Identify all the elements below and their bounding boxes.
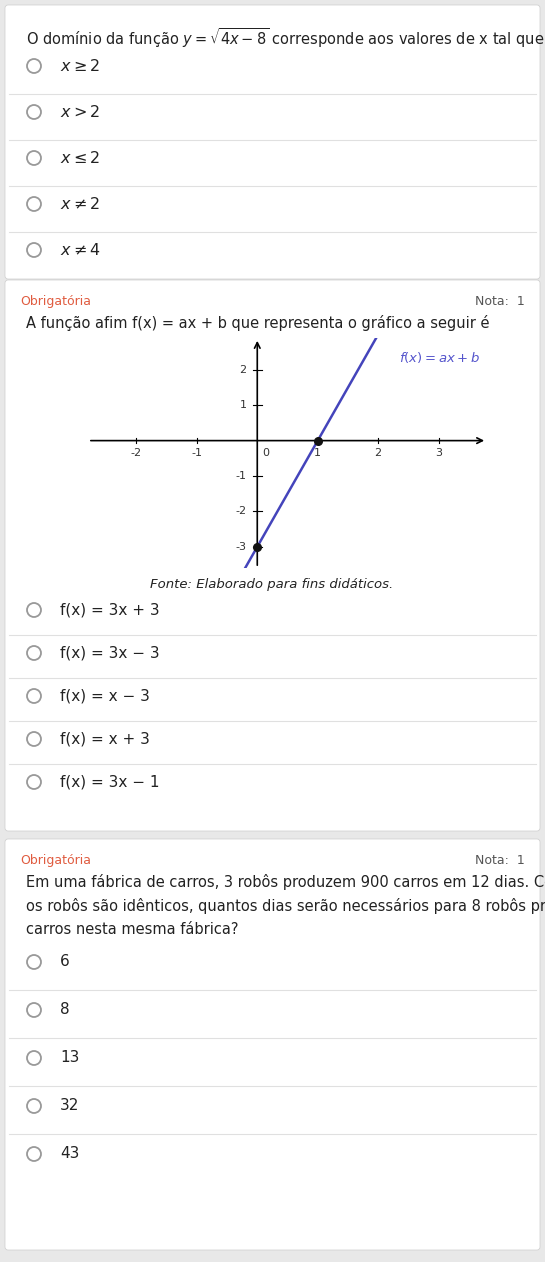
Text: f(x) = x − 3: f(x) = x − 3: [60, 689, 150, 703]
Text: 6: 6: [60, 954, 70, 969]
Text: f(x) = 3x + 3: f(x) = 3x + 3: [60, 602, 160, 617]
Text: Obrigatória: Obrigatória: [20, 854, 91, 867]
Text: 8: 8: [60, 1002, 70, 1017]
Text: $x \neq 2$: $x \neq 2$: [60, 196, 100, 212]
Text: 1: 1: [314, 448, 321, 458]
Text: 43: 43: [60, 1146, 80, 1161]
Text: f(x) = x + 3: f(x) = x + 3: [60, 732, 150, 747]
Text: Fonte: Elaborado para fins didáticos.: Fonte: Elaborado para fins didáticos.: [150, 578, 393, 591]
Text: f(x) = 3x − 3: f(x) = 3x − 3: [60, 645, 160, 660]
Text: O domínio da função $y = \sqrt{4x - 8}$ corresponde aos valores de x tal que: O domínio da função $y = \sqrt{4x - 8}$ …: [26, 27, 544, 50]
Text: Nota:  1: Nota: 1: [475, 854, 525, 867]
FancyBboxPatch shape: [5, 5, 540, 279]
Text: -1: -1: [191, 448, 202, 458]
Text: -1: -1: [235, 471, 246, 481]
Text: A função afim f(x) = ax + b que representa o gráfico a seguir é: A função afim f(x) = ax + b que represen…: [26, 316, 489, 331]
Text: f(x) = 3x − 1: f(x) = 3x − 1: [60, 775, 160, 790]
Text: Em uma fábrica de carros, 3 robôs produzem 900 carros em 12 dias. Considerando q: Em uma fábrica de carros, 3 robôs produz…: [26, 875, 545, 938]
FancyBboxPatch shape: [5, 280, 540, 830]
Text: $x \geq 2$: $x \geq 2$: [60, 58, 100, 74]
Text: $f(x) = ax + b$: $f(x) = ax + b$: [399, 351, 481, 366]
FancyBboxPatch shape: [5, 839, 540, 1249]
Text: $x \neq 4$: $x \neq 4$: [60, 242, 101, 257]
Text: 2: 2: [239, 365, 246, 375]
Text: Obrigatória: Obrigatória: [20, 295, 91, 308]
Text: 3: 3: [435, 448, 442, 458]
Text: 1: 1: [239, 400, 246, 410]
Text: -3: -3: [235, 541, 246, 551]
Text: $x > 2$: $x > 2$: [60, 103, 100, 120]
Text: -2: -2: [235, 506, 246, 516]
Text: -2: -2: [131, 448, 142, 458]
Text: 32: 32: [60, 1098, 80, 1113]
Text: $x \leq 2$: $x \leq 2$: [60, 150, 100, 167]
Text: Nota:  1: Nota: 1: [475, 295, 525, 308]
Text: 13: 13: [60, 1050, 80, 1065]
Text: 0: 0: [262, 448, 269, 458]
Text: 2: 2: [374, 448, 381, 458]
